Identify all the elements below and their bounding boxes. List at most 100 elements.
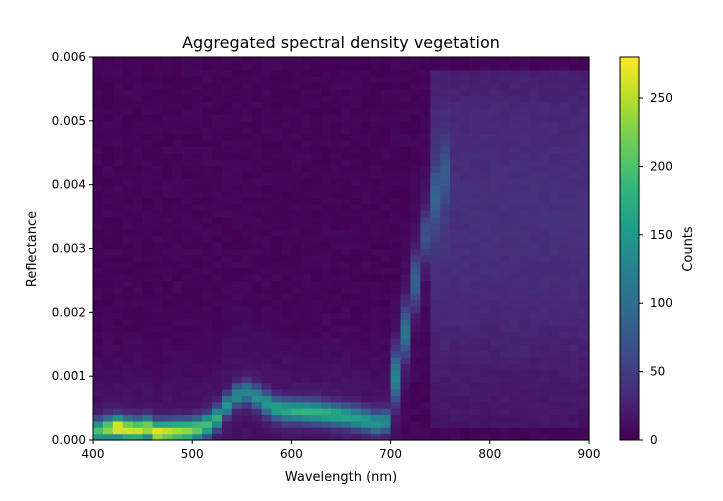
heatmap-cell	[460, 382, 471, 390]
heatmap-cell	[499, 165, 511, 173]
heatmap-cell	[390, 108, 402, 116]
heatmap-cell	[281, 63, 292, 71]
heatmap-cell	[350, 203, 362, 211]
heatmap-cell	[261, 95, 273, 103]
heatmap-cell	[380, 82, 392, 90]
heatmap-cell	[251, 357, 263, 364]
heatmap-cell	[331, 197, 342, 205]
heatmap-cell	[529, 235, 540, 243]
heatmap-cell	[112, 344, 124, 352]
heatmap-cell	[479, 267, 491, 275]
heatmap-cell	[331, 210, 342, 218]
heatmap-cell	[291, 127, 302, 135]
heatmap-cell	[172, 235, 183, 243]
heatmap-cell	[450, 325, 461, 333]
heatmap-cell	[559, 254, 570, 262]
heatmap-cell	[479, 414, 491, 422]
heatmap-cell	[122, 299, 134, 307]
heatmap-cell	[192, 229, 203, 237]
heatmap-cell	[350, 95, 362, 103]
heatmap-cell	[489, 139, 501, 147]
heatmap-cell	[350, 331, 362, 339]
heatmap-cell	[341, 344, 352, 352]
heatmap-cell	[350, 337, 362, 345]
heatmap-cell	[519, 420, 531, 428]
heatmap-cell	[529, 165, 540, 173]
heatmap-cell	[102, 274, 114, 282]
heatmap-cell	[380, 76, 392, 84]
heatmap-cell	[251, 420, 263, 428]
heatmap-cell	[430, 408, 441, 416]
heatmap-cell	[420, 274, 431, 282]
heatmap-cell	[142, 69, 154, 77]
heatmap-cell	[460, 63, 471, 71]
heatmap-cell	[202, 82, 213, 90]
heatmap-cell	[469, 293, 481, 301]
heatmap-cell	[350, 235, 362, 243]
heatmap-cell	[251, 165, 263, 173]
heatmap-cell	[162, 286, 173, 294]
heatmap-cell	[529, 82, 540, 90]
heatmap-cell	[450, 69, 461, 77]
heatmap-cell	[469, 152, 481, 160]
heatmap-cell	[440, 242, 451, 250]
heatmap-cell	[112, 120, 124, 128]
heatmap-cell	[152, 401, 164, 409]
heatmap-cell	[231, 427, 243, 435]
heatmap-cell	[192, 95, 203, 103]
heatmap-cell	[162, 88, 173, 96]
heatmap-cell	[152, 293, 164, 301]
heatmap-cell	[182, 305, 193, 313]
heatmap-cell	[102, 312, 114, 320]
heatmap-cell	[509, 331, 521, 339]
heatmap-cell	[112, 357, 124, 364]
heatmap-cell	[122, 408, 134, 416]
heatmap-cell	[519, 114, 531, 122]
heatmap-cell	[281, 344, 292, 352]
heatmap-cell	[341, 235, 352, 243]
heatmap-cell	[221, 69, 233, 77]
heatmap-cell	[460, 178, 471, 186]
heatmap-cell	[241, 299, 253, 307]
heatmap-cell	[549, 420, 560, 428]
heatmap-cell	[380, 152, 392, 160]
heatmap-cell	[529, 114, 540, 122]
heatmap-cell	[231, 216, 243, 224]
heatmap-cell	[400, 318, 412, 326]
heatmap-cell	[162, 376, 173, 384]
heatmap-cell	[469, 261, 481, 269]
heatmap-cell	[370, 408, 382, 416]
heatmap-cell	[400, 267, 412, 275]
heatmap-cell	[460, 433, 471, 441]
heatmap-cell	[102, 427, 114, 435]
heatmap-cell	[301, 261, 312, 269]
heatmap-cell	[122, 261, 134, 269]
heatmap-cell	[559, 76, 570, 84]
heatmap-cell	[569, 178, 580, 186]
heatmap-cell	[102, 171, 114, 179]
heatmap-cell	[360, 159, 372, 167]
heatmap-cell	[400, 331, 412, 339]
heatmap-cell	[420, 388, 431, 396]
heatmap-cell	[241, 395, 253, 403]
heatmap-cell	[509, 235, 521, 243]
heatmap-cell	[122, 139, 134, 147]
heatmap-cell	[311, 305, 322, 313]
heatmap-cell	[360, 171, 372, 179]
heatmap-cell	[440, 197, 451, 205]
heatmap-cell	[430, 178, 441, 186]
y-tick-label: 0.005	[52, 114, 86, 128]
heatmap-cell	[172, 337, 183, 345]
heatmap-cell	[221, 267, 233, 275]
heatmap-cell	[142, 408, 154, 416]
heatmap-cell	[311, 337, 322, 345]
heatmap-cell	[172, 171, 183, 179]
heatmap-cell	[539, 395, 550, 403]
heatmap-cell	[420, 408, 431, 416]
heatmap-cell	[450, 197, 461, 205]
heatmap-cell	[132, 133, 144, 141]
heatmap-cell	[499, 401, 511, 409]
heatmap-cell	[509, 184, 521, 192]
heatmap-cell	[93, 388, 104, 396]
heatmap-cell	[112, 401, 124, 409]
